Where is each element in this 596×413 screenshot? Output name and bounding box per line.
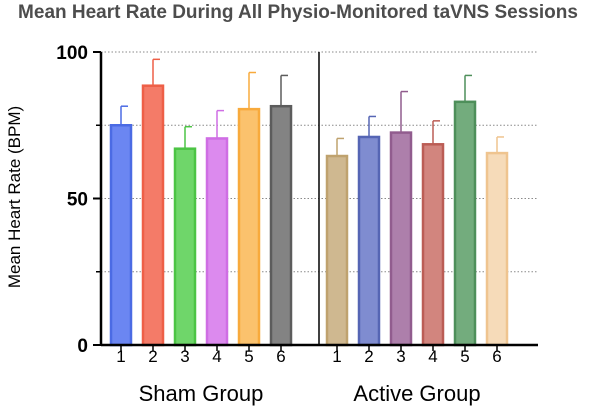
x-tick-label: 2	[148, 347, 157, 366]
x-tick-label: 6	[492, 347, 501, 366]
bar	[205, 137, 229, 347]
group-label: Active Group	[353, 381, 480, 406]
y-tick-label: 50	[67, 190, 88, 211]
x-tick-label: 1	[332, 347, 341, 366]
bar	[325, 154, 349, 347]
x-tick-label: 3	[180, 347, 189, 366]
y-tick-label: 100	[56, 43, 88, 64]
bar	[389, 131, 413, 347]
x-tick-label: 2	[364, 347, 373, 366]
bar	[453, 100, 477, 347]
bar	[269, 104, 293, 347]
bar	[141, 84, 165, 347]
x-tick-label: 3	[396, 347, 405, 366]
bar	[421, 143, 445, 347]
group-label: Sham Group	[139, 381, 264, 406]
x-tick-label: 5	[244, 347, 253, 366]
x-tick-label: 4	[428, 347, 437, 366]
x-tick-label: 5	[460, 347, 469, 366]
bar	[173, 147, 197, 347]
bar	[109, 124, 133, 347]
axes: 1 2 3 4 5 6 Sham Group 1 2 3 4 5 6 Active Group 0 50 100	[56, 43, 538, 406]
bars	[109, 58, 509, 347]
chart-title: Mean Heart Rate During All Physio-Monito…	[18, 2, 578, 23]
x-tick-label: 6	[276, 347, 285, 366]
bar	[485, 151, 509, 347]
x-tick-label: 4	[212, 347, 221, 366]
x-tick-label: 1	[116, 347, 125, 366]
y-axis-label: Mean Heart Rate (BPM)	[5, 106, 24, 288]
bar	[237, 107, 261, 347]
bar	[357, 135, 381, 347]
y-tick-label: 0	[77, 336, 88, 357]
